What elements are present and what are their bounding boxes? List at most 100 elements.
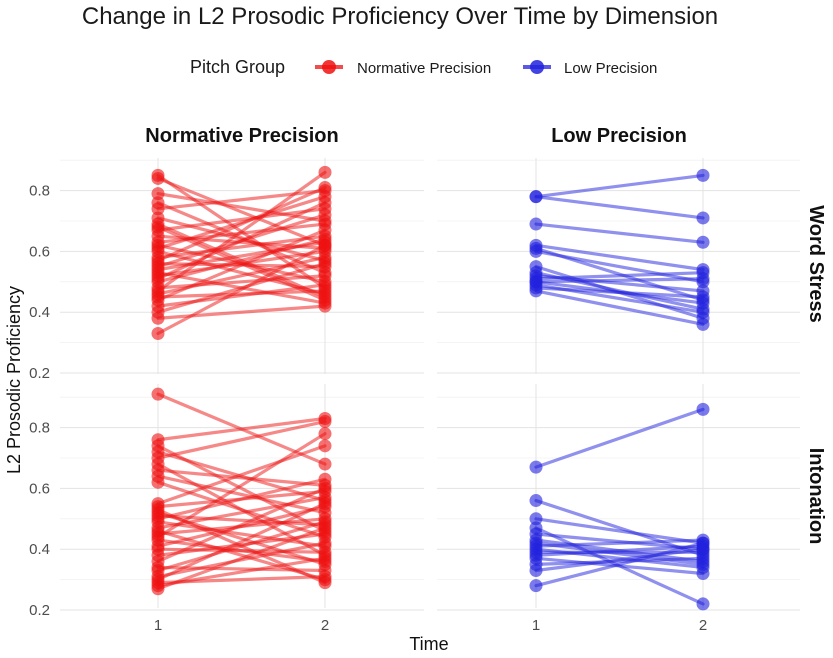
legend-marker-low: [530, 60, 544, 74]
data-point: [318, 521, 332, 535]
y-tick-label: 0.2: [29, 602, 50, 619]
y-tick-label: 0.4: [29, 304, 50, 321]
series-line: [156, 304, 327, 320]
series-line: [156, 185, 327, 263]
series-line: [534, 243, 705, 272]
y-tick-label: 0.8: [29, 183, 50, 200]
data-point: [318, 481, 332, 495]
legend-label-normative: Normative Precision: [357, 60, 491, 77]
series-line: [156, 444, 327, 506]
y-tick-label: 0.6: [29, 480, 50, 497]
data-point: [318, 181, 332, 195]
data-point: [529, 563, 543, 577]
data-point: [151, 503, 165, 517]
series-line: [156, 222, 327, 299]
series-line: [156, 556, 327, 588]
data-point: [318, 208, 332, 222]
series-line: [156, 480, 327, 539]
series-line: [156, 526, 327, 591]
series-line: [534, 195, 705, 220]
series-line: [534, 407, 705, 469]
data-point: [696, 597, 710, 611]
data-point: [151, 187, 165, 201]
panel-intonation-low-precision: [529, 402, 710, 611]
data-point: [696, 290, 710, 304]
series-line: [534, 249, 705, 284]
data-point: [696, 211, 710, 225]
series-line: [534, 541, 705, 567]
data-point: [151, 202, 165, 216]
data-point: [151, 582, 165, 596]
data-point: [696, 536, 710, 550]
x-tick-label: 1: [154, 617, 162, 634]
series-line: [534, 289, 705, 326]
data-point: [318, 196, 332, 210]
data-marks: [151, 165, 710, 611]
data-point: [151, 311, 165, 325]
series-line: [156, 419, 327, 460]
data-point: [529, 460, 543, 474]
y-tick-label: 0.6: [29, 243, 50, 260]
data-point: [696, 305, 710, 319]
series-line: [156, 234, 327, 260]
series-line: [534, 271, 705, 281]
data-point: [318, 223, 332, 237]
data-point: [318, 165, 332, 179]
series-line: [156, 474, 327, 515]
legend-item-low[interactable]: Low Precision: [523, 60, 657, 77]
y-axis-title: L2 Prosodic Proficiency: [4, 286, 24, 474]
data-point: [529, 244, 543, 258]
series-line: [156, 243, 327, 336]
series-line: [156, 416, 327, 442]
series-line: [156, 274, 327, 290]
data-point: [151, 387, 165, 401]
data-point: [529, 512, 543, 526]
facet-title-low: Low Precision: [551, 125, 687, 147]
series-line: [534, 222, 705, 244]
data-point: [529, 536, 543, 550]
series-line: [534, 277, 705, 284]
data-point: [696, 168, 710, 182]
legend-marker-normative: [322, 60, 336, 74]
data-point: [696, 557, 710, 571]
series-line: [156, 477, 327, 521]
series-line: [534, 547, 705, 573]
data-point: [529, 217, 543, 231]
series-line: [534, 544, 705, 557]
series-line: [156, 432, 327, 539]
series-line: [534, 286, 705, 299]
data-point: [318, 257, 332, 271]
data-point: [529, 190, 543, 204]
series-line: [534, 173, 705, 199]
data-point: [151, 263, 165, 277]
series-line: [156, 520, 327, 548]
data-point: [318, 415, 332, 429]
panel-word-stress-low-precision: [529, 168, 710, 331]
legend-label-low: Low Precision: [564, 60, 657, 77]
x-tick-label: 2: [321, 617, 329, 634]
data-point: [318, 235, 332, 249]
legend-item-normative[interactable]: Normative Precision: [315, 60, 491, 77]
data-point: [696, 272, 710, 286]
data-point: [318, 536, 332, 550]
x-tick-label: 1: [532, 617, 540, 634]
data-point: [696, 317, 710, 331]
chart-title: Change in L2 Prosodic Proficiency Over T…: [82, 3, 718, 30]
data-point: [151, 475, 165, 489]
data-point: [529, 275, 543, 289]
axis-ticks: 0.2 0.4 0.6 0.8 0.2 0.4 0.6 0.8 1 2 1 2: [29, 183, 707, 634]
data-point: [318, 439, 332, 453]
y-tick-label: 0.4: [29, 541, 50, 558]
facet-row-label-intonation: Intonation: [805, 448, 827, 545]
series-line: [156, 170, 327, 293]
series-line: [156, 508, 327, 585]
series-line: [156, 176, 327, 247]
y-tick-label: 0.2: [29, 365, 50, 382]
series-line: [156, 207, 327, 232]
panel-intonation-normative-precision: [151, 387, 332, 596]
data-point: [318, 457, 332, 471]
data-point: [318, 472, 332, 486]
series-line: [156, 486, 327, 563]
series-line: [156, 228, 327, 302]
